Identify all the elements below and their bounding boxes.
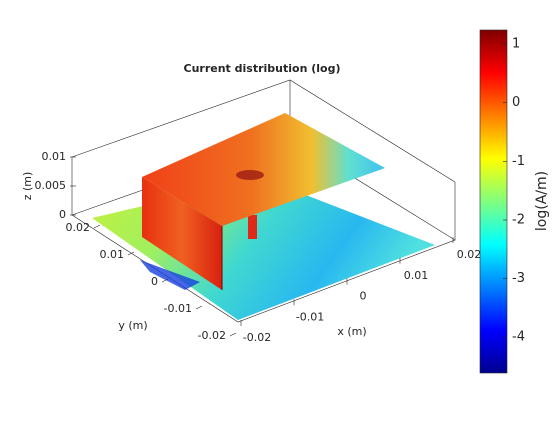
y-tick xyxy=(195,305,203,310)
x-tick-label: 0.01 xyxy=(404,269,429,282)
z-axis-label: z (m) xyxy=(21,172,34,201)
surface xyxy=(92,113,435,320)
z-tick-label: 0.005 xyxy=(35,179,67,192)
y-tick xyxy=(93,224,101,229)
colorbar-label: log(A/m) xyxy=(534,171,550,231)
y-tick-label: 0.02 xyxy=(66,221,91,234)
y-tick xyxy=(161,278,169,283)
colorbar-tick-label: -4 xyxy=(512,330,525,345)
z-tick-label: 0.01 xyxy=(42,150,67,163)
x-tick-label: -0.01 xyxy=(296,310,324,323)
x-tick-label: 0.02 xyxy=(457,248,482,261)
y-tick xyxy=(229,332,237,337)
y-tick-label: 0.01 xyxy=(100,248,125,261)
x-axis-label: x (m) xyxy=(337,325,366,338)
y-tick-label: -0.02 xyxy=(198,329,226,342)
colorbar-tick-label: 1 xyxy=(512,37,520,52)
y-axis-label: y (m) xyxy=(118,319,147,332)
x-tick-label: 0 xyxy=(360,290,367,303)
z-tick-label: 0 xyxy=(59,208,66,221)
colorbar-tick-label: -3 xyxy=(512,271,525,286)
y-tick-label: 0 xyxy=(151,275,158,288)
colorbar-tick-label: -2 xyxy=(512,212,525,227)
x-tick-label: -0.02 xyxy=(243,331,271,344)
y-tick-label: -0.01 xyxy=(164,302,192,315)
colorbar-tick-label: -1 xyxy=(512,154,525,169)
chart-title: Current distribution (log) xyxy=(184,62,341,75)
colorbar-tick-label: 0 xyxy=(512,95,520,110)
y-tick xyxy=(127,251,135,256)
colorbar xyxy=(479,29,508,374)
